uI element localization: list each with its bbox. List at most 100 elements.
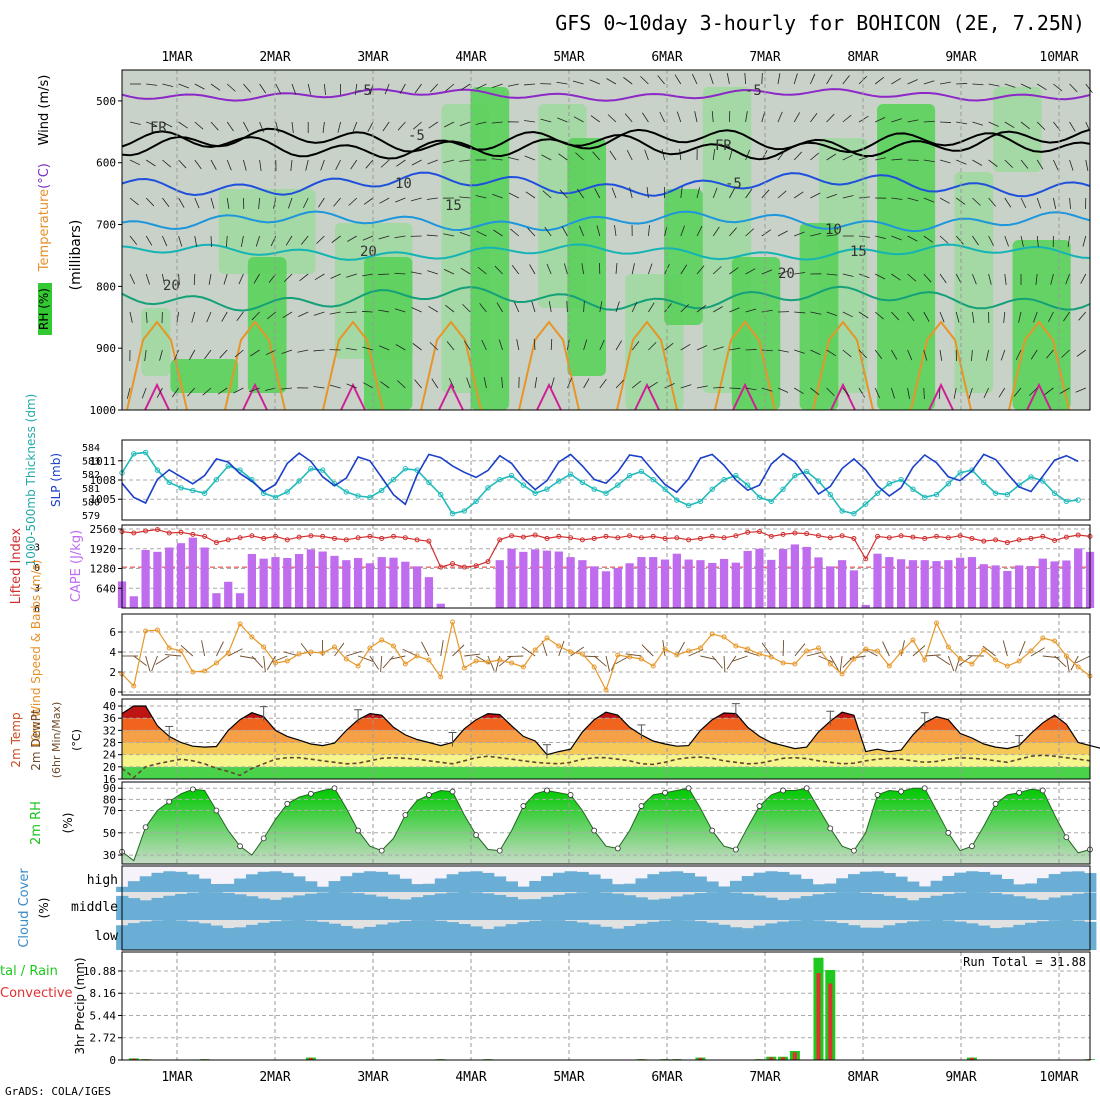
wind-speed-point: [1016, 658, 1022, 664]
cloud-cover-bar-high: [210, 883, 223, 892]
wind-barb: [491, 158, 503, 161]
wind-barb-10m: [145, 655, 151, 672]
wind-barb: [282, 311, 293, 319]
rh-area: [122, 788, 1090, 864]
cloud-cover-bar-middle: [364, 894, 377, 920]
wind-barb: [953, 387, 957, 399]
wind-barb: [729, 387, 741, 389]
wind-barb: [546, 263, 552, 275]
cloud-cover-bar-middle: [151, 897, 164, 920]
cape-bar: [235, 593, 245, 608]
cloud-cover-bar-middle: [670, 896, 684, 920]
rh-point: [803, 785, 810, 792]
cloud-cover-bar-low: [1048, 920, 1061, 950]
cloud-cover-bar-high: [942, 875, 955, 892]
wind-barb: [745, 149, 751, 161]
wind-barb: [1036, 83, 1047, 91]
wind-barb: [300, 235, 309, 245]
chart-title: GFS 0~10day 3-hourly for BOHICON (2E, 7.…: [555, 11, 1085, 35]
wind-barb: [1020, 83, 1032, 90]
cloud-cover-bar-middle: [470, 892, 483, 920]
wind-barb: [1069, 159, 1074, 171]
lifted-index-point: [509, 533, 515, 539]
wind-barb: [298, 311, 309, 318]
wind-barb: [891, 235, 902, 241]
isotherm-line-hot: [340, 382, 366, 411]
wind-barb: [826, 349, 837, 357]
y-tick-label: 70: [103, 805, 116, 818]
y-tick-label: 500: [96, 95, 116, 108]
thickness-point: [1051, 490, 1058, 496]
thickness-point: [768, 498, 774, 505]
cloud-cover-bar-low: [777, 921, 790, 950]
cloud-cover-bar-low: [1036, 921, 1050, 950]
thickness-point: [685, 502, 692, 509]
cloud-cover-bar-middle: [1001, 894, 1014, 920]
cloud-cover-bar-high: [175, 871, 188, 892]
wind-barb: [923, 235, 934, 243]
wind-barb-10m: [558, 640, 565, 657]
wind-barb: [581, 263, 584, 275]
y-tick-label: 700: [96, 219, 116, 232]
wind-barb: [923, 349, 928, 361]
wind-barb: [210, 121, 219, 131]
wind-barb-10m: [380, 655, 383, 672]
lifted-index-point: [402, 535, 408, 541]
wind-barb: [501, 377, 503, 389]
wind-barb: [275, 121, 279, 133]
wind-barb: [516, 339, 520, 351]
wind-barb: [615, 263, 618, 275]
cape-bar: [259, 558, 268, 608]
rh-point: [874, 792, 881, 798]
thickness-point: [402, 466, 409, 472]
thickness-point: [390, 476, 397, 483]
wind-barb-10m: [521, 646, 536, 657]
lifted-index-point: [591, 535, 597, 541]
wind-barb: [281, 387, 293, 390]
wind-barb: [875, 273, 886, 280]
isotherm-line: [121, 243, 1091, 261]
wind-barb: [395, 197, 406, 203]
date-label-bottom: 9MAR: [945, 1070, 976, 1085]
wind-barb: [194, 83, 205, 90]
wind-barb: [609, 150, 617, 161]
cloud-cover-bar-middle: [930, 895, 943, 920]
lifted-index-point: [697, 535, 703, 541]
wind-barb: [875, 157, 887, 161]
wind-barb: [459, 232, 471, 237]
wind-barb: [204, 349, 212, 360]
wind-barb-10m: [452, 644, 465, 657]
cloud-cover-bar-low: [907, 921, 920, 950]
cloud-cover-bar-high: [493, 876, 507, 892]
wind-barb: [126, 387, 131, 399]
wind-barb: [411, 159, 422, 166]
wind-barb: [399, 83, 406, 94]
wind-barb: [1004, 121, 1015, 129]
cloud-cover-bar-low: [718, 924, 731, 950]
wind-barb: [226, 83, 236, 92]
cloud-cover-bar-high: [883, 873, 896, 892]
cape-bar: [790, 544, 800, 608]
wind-barb: [462, 303, 471, 313]
cloud-cover-bar-low: [977, 925, 991, 950]
cloud-cover-bar-low: [741, 928, 755, 950]
wind-barb: [826, 273, 838, 276]
cloud-cover-bar-middle: [352, 893, 365, 920]
cloud-cover-bar-low: [800, 920, 814, 950]
cape-bar: [932, 561, 941, 608]
wind-barb: [221, 311, 228, 322]
precip-convective-bar: [308, 1057, 313, 1060]
wind-barb: [615, 301, 620, 313]
wind-barb: [193, 273, 196, 286]
lifted-index-point: [320, 533, 326, 539]
wind-barb-10m: [180, 644, 194, 657]
cloud-cover-bar-low: [257, 922, 271, 950]
cloud-cover-bar-high: [316, 886, 330, 892]
cloud-cover-bar-high: [375, 871, 389, 892]
wind-barb: [712, 226, 720, 237]
thickness-point: [603, 490, 609, 496]
wind-barb-10m: [421, 641, 430, 657]
cloud-cover-bar-low: [186, 921, 200, 950]
wind-barb: [696, 265, 705, 275]
